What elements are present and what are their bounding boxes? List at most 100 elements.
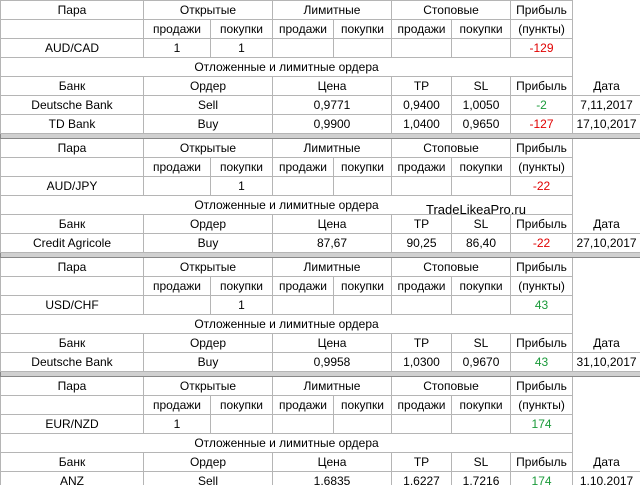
profit-cell: 43 [510,295,574,315]
pair-cell: USD/CHF [0,295,144,315]
pair-cell: AUD/JPY [0,176,144,196]
header-cell: SL [451,76,512,96]
watermark: TradeLikeaPro.ru [426,202,526,217]
empty-cell [572,257,640,277]
header-cell: Цена [271,452,393,472]
header-cell: Стоповые [391,257,512,277]
position-cell [332,295,393,315]
subheader-cell: покупки [451,276,512,296]
empty-cell [572,376,640,396]
bank-cell: Credit Agricole [0,233,144,253]
position-cell: 1 [210,295,273,315]
header-cell: Прибыль [510,214,574,234]
table-row: Deutsche Bank Buy 0,9958 1,0300 0,9670 43 31,1… [0,352,640,372]
empty-cell [572,19,640,39]
date-cell: 17,10,2017 [572,114,640,134]
subheader-cell: покупки [332,157,393,177]
subheader-cell: покупки [332,19,393,39]
table-row: Отложенные и лимитные ордера [0,433,640,453]
section-title: Отложенные и лимитные ордера TradeLikeaPr… [0,195,574,217]
table-row: Пара Открытые Лимитные Стоповые Прибыль [0,138,640,158]
header-cell: TP [391,76,453,96]
price-cell: 0,9900 [271,114,393,134]
position-cell [391,176,453,196]
table-row: Пара Открытые Лимитные Стоповые Прибыль [0,376,640,396]
order-cell: Buy [143,114,273,134]
subheader-cell: покупки [451,395,512,415]
position-cell [451,295,512,315]
subheader-cell: продажи [272,395,334,415]
subheader-cell: продажи [272,276,334,296]
header-cell: Лимитные [271,257,393,277]
header-cell: Прибыль [510,257,574,277]
date-cell: 27,10,2017 [572,233,640,253]
table-row: продажи покупки продажи покупки продажи покуп… [0,157,640,177]
header-cell: Цена [271,214,393,234]
empty-cell [572,414,640,434]
header-cell: Стоповые [391,376,512,396]
bank-cell: TD Bank [0,114,144,134]
subheader-cell: (пункты) [510,19,574,39]
profit-cell: 174 [510,414,574,434]
header-cell: Открытые [143,0,273,20]
subheader-cell: продажи [391,395,453,415]
header-cell: Цена [271,333,393,353]
header-cell: SL [451,333,512,353]
table-row: USD/CHF 1 43 [0,295,640,315]
empty-cell [572,38,640,58]
subheader-cell: продажи [272,157,334,177]
sl-cell: 86,40 [451,233,512,253]
position-cell [143,176,211,196]
header-cell: Открытые [143,376,273,396]
header-cell: Ордер [143,214,273,234]
subheader-cell: (пункты) [510,157,574,177]
empty-cell [572,57,640,77]
section-title: Отложенные и лимитные ордера [0,433,574,453]
position-cell [143,295,211,315]
header-cell: SL [451,214,512,234]
header-cell: Ордер [143,452,273,472]
position-cell [332,38,393,58]
empty-cell [572,314,640,334]
header-cell: Пара [0,138,144,158]
subheader-cell: продажи [391,19,453,39]
table-row: продажи покупки продажи покупки продажи покуп… [0,276,640,296]
header-cell: TP [391,214,453,234]
position-cell: 1 [210,176,273,196]
header-cell: Ордер [143,76,273,96]
order-cell: Sell [143,95,273,115]
empty-cell [572,138,640,158]
section-title: Отложенные и лимитные ордера [0,57,574,77]
subheader-cell: покупки [210,395,273,415]
table-row: Пара Открытые Лимитные Стоповые Прибыль [0,257,640,277]
price-cell: 0,9958 [271,352,393,372]
price-cell: 1,6835 [271,471,393,485]
header-cell: Лимитные [271,376,393,396]
subheader-cell: (пункты) [510,395,574,415]
empty-cell [572,395,640,415]
position-cell: 1 [143,38,211,58]
table-row: Банк Ордер Цена TP SL Прибыль Дата [0,214,640,234]
empty-cell [0,157,144,177]
subheader-cell: продажи [143,157,211,177]
position-cell [210,414,273,434]
sl-cell: 1,7216 [451,471,512,485]
header-cell: Лимитные [271,0,393,20]
profit-cell: -127 [510,114,574,134]
position-cell [391,38,453,58]
bank-cell: Deutsche Bank [0,95,144,115]
table-row: продажи покупки продажи покупки продажи покуп… [0,395,640,415]
header-cell: Прибыль [510,138,574,158]
header-cell: Пара [0,257,144,277]
subheader-cell: продажи [391,276,453,296]
header-cell: Стоповые [391,0,512,20]
sl-cell: 0,9670 [451,352,512,372]
subheader-cell: (пункты) [510,276,574,296]
position-cell [272,295,334,315]
pair-cell: EUR/NZD [0,414,144,434]
header-cell: Банк [0,333,144,353]
order-cell: Buy [143,233,273,253]
empty-cell [0,395,144,415]
